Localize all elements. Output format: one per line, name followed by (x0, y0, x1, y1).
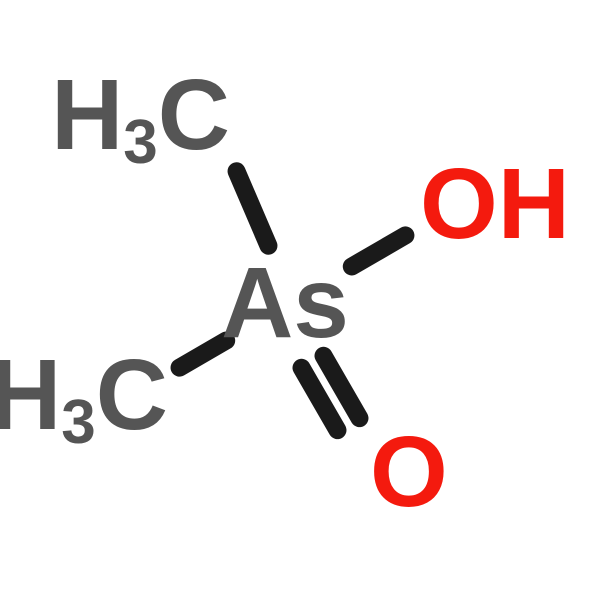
atom-c1: H3C (51, 65, 230, 165)
atom-c2: H3C (0, 345, 168, 445)
bond-as-c1 (225, 159, 281, 257)
bond-as-oh (339, 223, 417, 279)
molecule-diagram: As H3C H3C OH O (0, 0, 600, 600)
atom-as: As (221, 253, 349, 353)
atom-o: O (370, 422, 448, 522)
atom-oh: OH (420, 154, 570, 254)
